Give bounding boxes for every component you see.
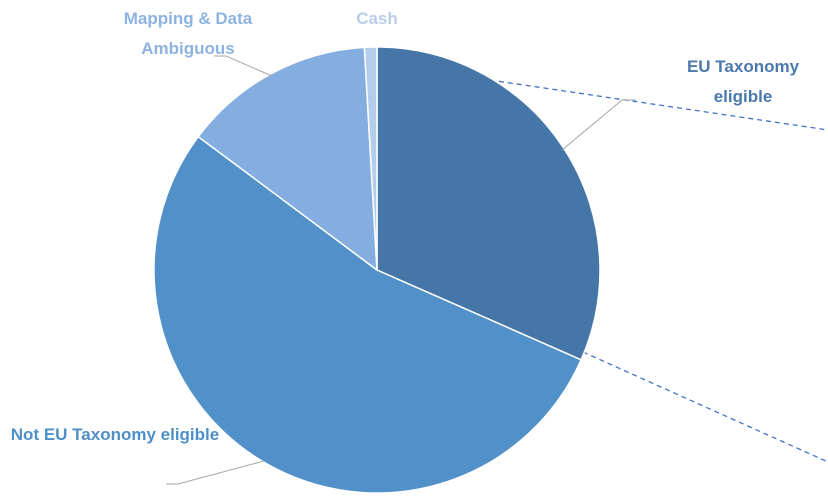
leader-line — [214, 55, 273, 77]
slice-label: EU Taxonomy eligible — [686, 57, 800, 106]
slice-label: Cash — [356, 9, 398, 28]
leader-line — [561, 99, 636, 151]
zoom-line — [582, 351, 828, 463]
slice-label: Not EU Taxonomy eligible — [10, 425, 220, 444]
pie-slice — [197, 46, 378, 272]
pie-slice — [153, 135, 583, 494]
slices — [153, 46, 601, 494]
slice-label: Mapping & Data Ambiguous — [123, 9, 253, 58]
pie-slice — [363, 46, 378, 271]
zoom-line — [489, 79, 828, 131]
leader-line — [166, 460, 265, 485]
